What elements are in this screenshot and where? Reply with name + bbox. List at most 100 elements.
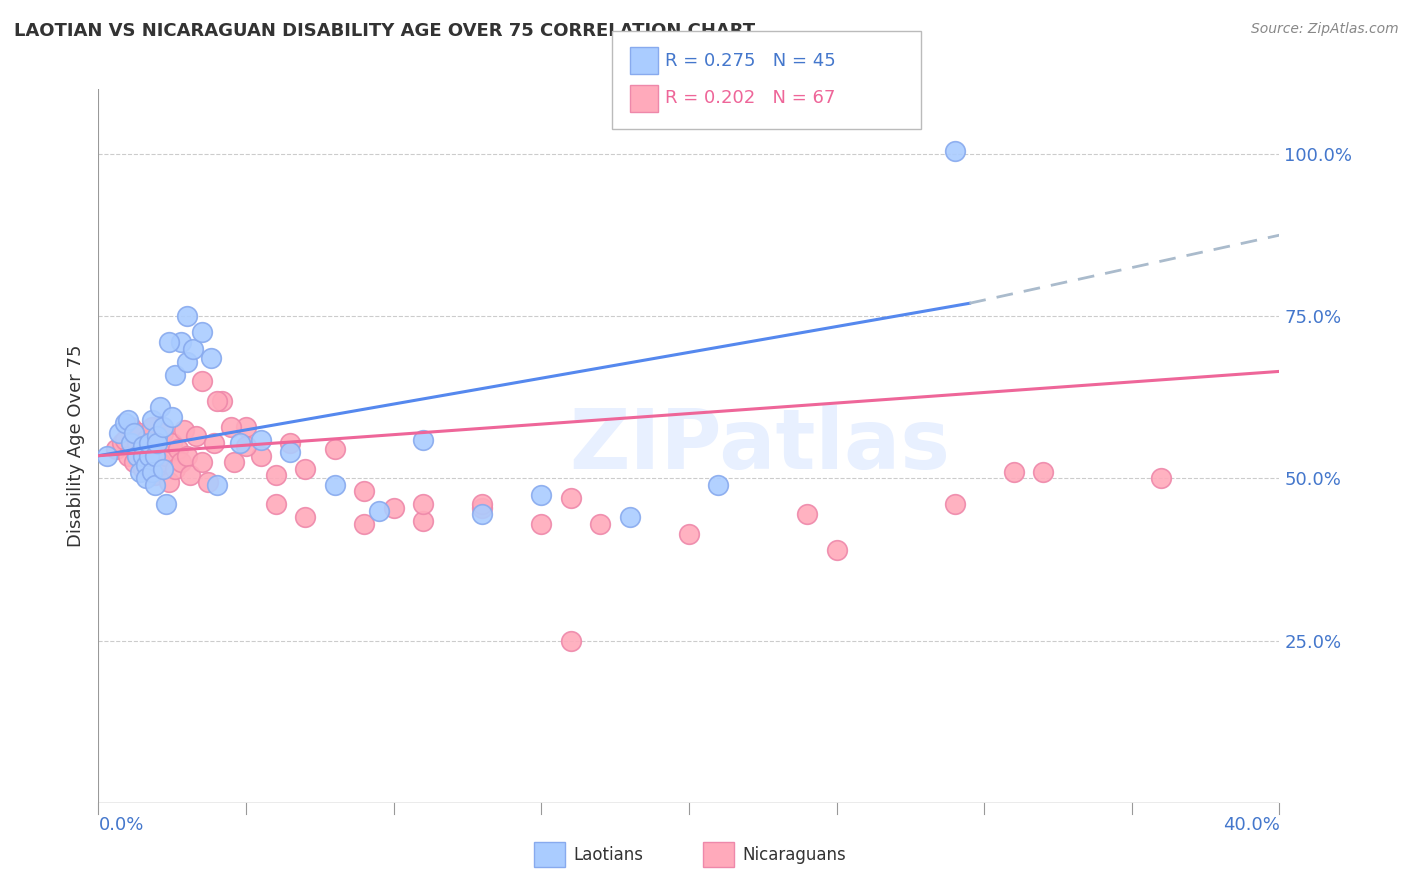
Point <box>128 465 150 479</box>
Point <box>146 442 169 457</box>
Point <box>382 500 405 515</box>
Point <box>132 442 155 457</box>
Point <box>412 514 434 528</box>
Point <box>143 449 166 463</box>
Point <box>132 439 155 453</box>
Point <box>135 449 157 463</box>
Y-axis label: Disability Age Over 75: Disability Age Over 75 <box>66 344 84 548</box>
Point <box>1150 471 1173 485</box>
Point <box>323 442 346 457</box>
Text: Laotians: Laotians <box>574 846 644 863</box>
Point <box>157 335 180 350</box>
Point <box>1032 465 1054 479</box>
Point <box>165 368 187 382</box>
Point <box>205 478 228 492</box>
Point <box>146 433 169 447</box>
Point <box>560 633 582 648</box>
Point <box>219 419 242 434</box>
Text: Nicaraguans: Nicaraguans <box>742 846 846 863</box>
Text: ZIPatlas: ZIPatlas <box>569 406 950 486</box>
Point <box>117 413 139 427</box>
Point <box>224 455 246 469</box>
Point <box>135 433 157 447</box>
Point <box>141 435 163 450</box>
Point <box>678 526 700 541</box>
Point <box>264 468 287 483</box>
Point <box>211 393 233 408</box>
Text: 40.0%: 40.0% <box>1223 816 1279 834</box>
Point <box>96 449 118 463</box>
Point <box>796 507 818 521</box>
Point <box>560 491 582 505</box>
Point <box>162 409 183 424</box>
Point <box>412 497 434 511</box>
Point <box>619 510 641 524</box>
Point <box>707 478 730 492</box>
Point <box>278 445 302 459</box>
Point <box>122 455 145 469</box>
Text: LAOTIAN VS NICARAGUAN DISABILITY AGE OVER 75 CORRELATION CHART: LAOTIAN VS NICARAGUAN DISABILITY AGE OVE… <box>14 22 755 40</box>
Point <box>120 435 142 450</box>
Point <box>143 478 166 492</box>
Point <box>125 435 148 450</box>
Point <box>191 455 214 469</box>
Point <box>943 497 966 511</box>
Point <box>138 449 160 463</box>
Point <box>141 419 163 434</box>
Point <box>122 425 145 440</box>
Point <box>157 475 180 489</box>
Point <box>229 435 252 450</box>
Point <box>353 516 375 531</box>
Point <box>264 497 287 511</box>
Point <box>138 435 160 450</box>
Point <box>117 449 139 463</box>
Point <box>197 475 219 489</box>
Point <box>135 471 157 485</box>
Point <box>412 433 434 447</box>
Point <box>200 351 222 366</box>
Point <box>152 425 174 440</box>
Point <box>179 468 201 483</box>
Point <box>176 310 198 324</box>
Point <box>135 458 157 473</box>
Point <box>114 433 136 447</box>
Point <box>167 442 190 457</box>
Point <box>108 425 131 440</box>
Point <box>530 516 553 531</box>
Point <box>146 429 169 443</box>
Point <box>155 449 177 463</box>
Point <box>141 413 163 427</box>
Point <box>471 507 494 521</box>
Point <box>149 455 172 469</box>
Point <box>191 326 214 340</box>
Point <box>368 504 391 518</box>
Point <box>589 516 612 531</box>
Point <box>132 461 155 475</box>
Point <box>176 354 198 368</box>
Point <box>138 442 160 457</box>
Point <box>184 429 207 443</box>
Point <box>181 342 204 356</box>
Point <box>294 461 316 475</box>
Point <box>120 419 142 434</box>
Point <box>205 393 228 408</box>
Point <box>202 435 225 450</box>
Point <box>146 435 169 450</box>
Point <box>165 461 187 475</box>
Point <box>111 435 134 450</box>
Point <box>323 478 346 492</box>
Point <box>132 449 155 463</box>
Point <box>143 449 166 463</box>
Point <box>155 497 177 511</box>
Text: 0.0%: 0.0% <box>98 816 143 834</box>
Point <box>353 484 375 499</box>
Point <box>143 468 166 483</box>
Point <box>191 374 214 388</box>
Point <box>471 497 494 511</box>
Point <box>825 542 848 557</box>
Point <box>235 439 257 453</box>
Point <box>1002 465 1025 479</box>
Point <box>294 510 316 524</box>
Point <box>176 449 198 463</box>
Point <box>105 442 128 457</box>
